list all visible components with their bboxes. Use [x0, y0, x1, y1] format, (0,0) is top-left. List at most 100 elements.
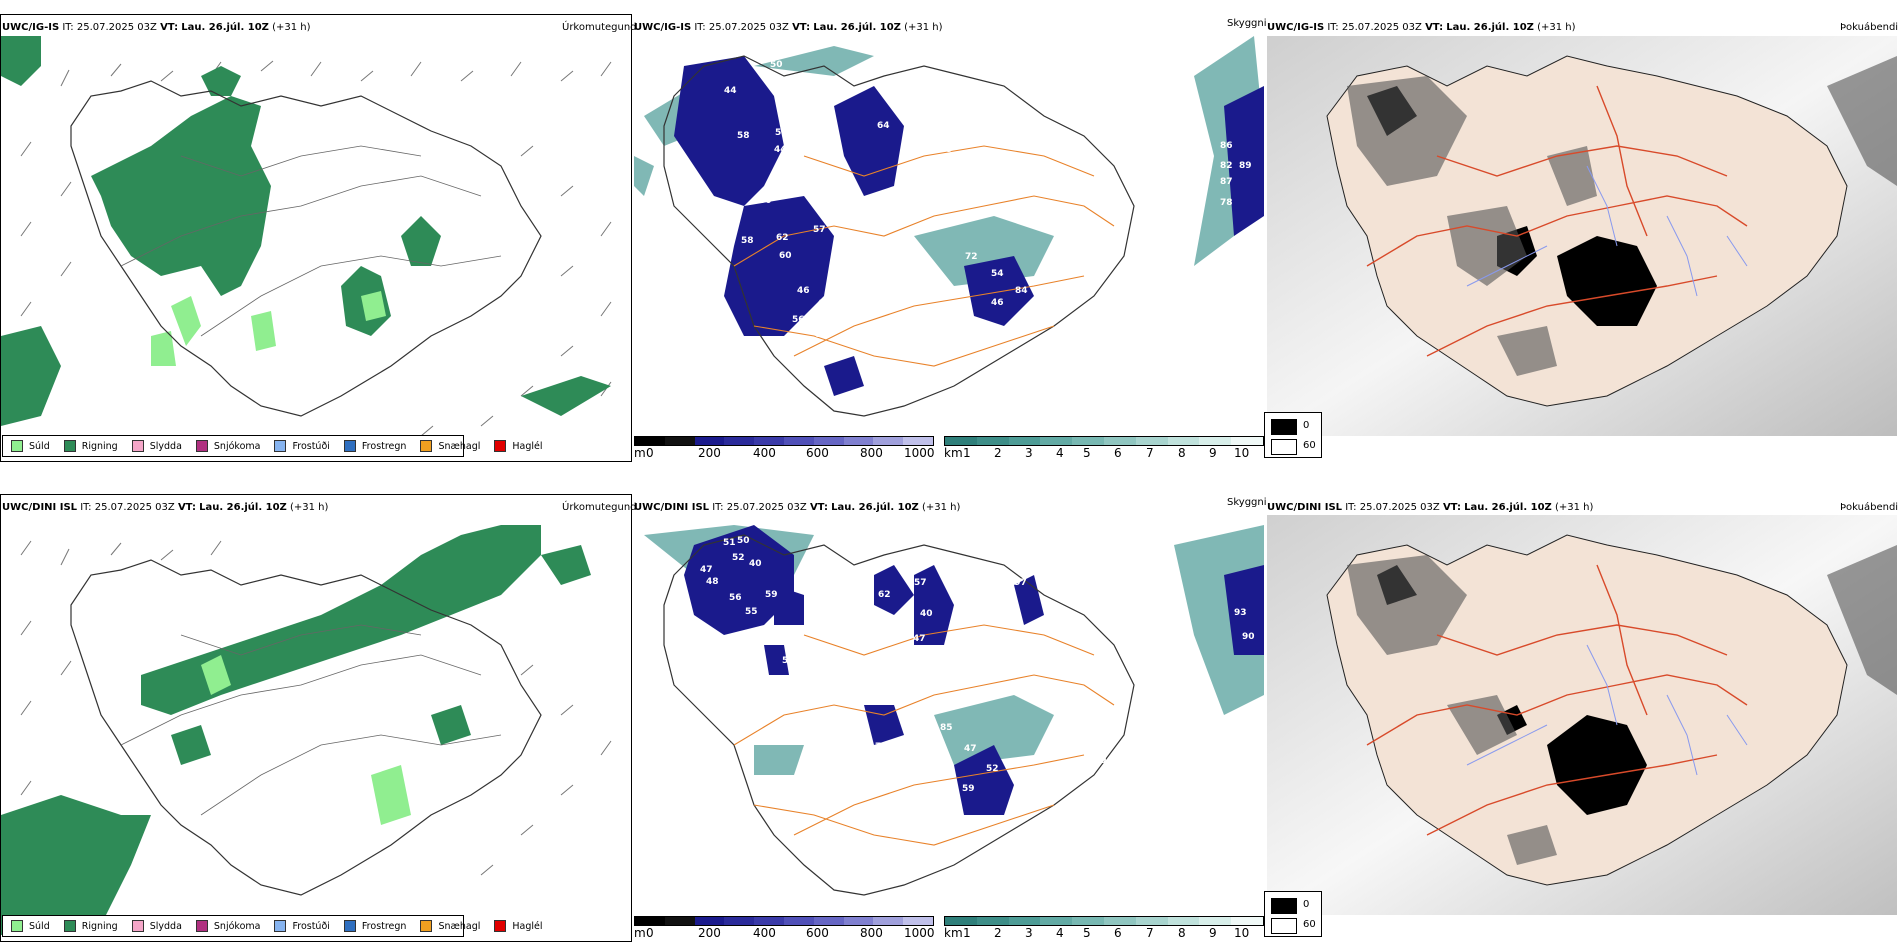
it-value: 25.07.2025 03Z	[1341, 22, 1422, 33]
legend-item: Slydda	[131, 920, 182, 932]
it-value: 25.07.2025 03Z	[76, 22, 157, 33]
it-label: IT:	[62, 22, 74, 33]
legend-item: Frostúði	[274, 440, 330, 452]
elevation-tick: 400	[753, 446, 776, 460]
model-name: UWC/DINI ISL	[1267, 502, 1343, 513]
visibility-tick: 3	[1025, 446, 1033, 460]
svg-text:44: 44	[870, 393, 883, 403]
svg-text:49: 49	[940, 145, 953, 155]
fog-low-label: 60	[1303, 919, 1316, 930]
svg-text:80: 80	[880, 220, 893, 230]
svg-text:92: 92	[797, 340, 810, 350]
svg-text:34: 34	[831, 286, 844, 296]
hail-swatch	[494, 440, 507, 452]
svg-text:82: 82	[815, 330, 828, 340]
elevation-unit: m	[634, 926, 646, 940]
svg-text:44: 44	[774, 145, 787, 155]
it-label: IT:	[1345, 502, 1357, 513]
svg-text:50: 50	[909, 148, 922, 158]
fog-legend-bottom: 0 60	[1264, 891, 1322, 937]
vt-value: Lau. 26.júl. 10Z	[1464, 502, 1552, 513]
freezing-drizzle-swatch	[274, 440, 287, 452]
fog-roads	[1366, 564, 1748, 836]
svg-text:497: 497	[1008, 578, 1027, 588]
elevation-tick: 1000	[904, 926, 935, 940]
vt-value: Lau. 26.júl. 10Z	[1446, 22, 1534, 33]
legend-label: Súld	[29, 440, 50, 452]
legend-item: Rigning	[63, 920, 118, 932]
precip-legend-bottom: Súld Rigning Slydda Snjókoma Frostúði Fr…	[2, 915, 543, 937]
it-label: IT:	[712, 502, 724, 513]
lead-time: (+31 h)	[289, 502, 329, 513]
iceland-outline	[70, 559, 542, 896]
it-value: 25.07.2025 03Z	[726, 502, 807, 513]
svg-text:50: 50	[759, 196, 772, 206]
svg-text:129: 129	[1046, 562, 1065, 572]
model-name: UWC/IG-IS	[2, 22, 60, 33]
elevation-tick: 1000	[904, 446, 935, 460]
svg-text:51: 51	[876, 381, 889, 391]
visibility-tick: 4	[1056, 926, 1064, 940]
legend-item: Snjókoma	[195, 920, 260, 932]
svg-text:40: 40	[920, 609, 933, 619]
freezing-rain-swatch	[343, 440, 356, 452]
map-precip-bottom	[1, 525, 612, 935]
visibility-unit: km	[944, 446, 963, 460]
legend-label: Snæhagl	[438, 440, 481, 452]
svg-text:50: 50	[890, 622, 903, 632]
svg-text:50: 50	[737, 536, 750, 546]
visibility-colorbar-bottom	[944, 916, 1264, 926]
fog-dark-area	[1377, 565, 1647, 815]
fog-land	[1326, 534, 1848, 886]
elevation-colorbar-top	[634, 436, 934, 446]
visibility-tick: 8	[1178, 446, 1186, 460]
title-fog-top: Þokuábendi	[1840, 22, 1899, 33]
freezing-drizzle-swatch	[274, 920, 287, 932]
svg-text:58: 58	[737, 131, 750, 141]
lead-time: (+31 h)	[1537, 22, 1576, 33]
map-fog-bottom	[1267, 515, 1897, 915]
vis-low-area	[674, 56, 1264, 396]
vt-label: VT:	[809, 502, 828, 513]
legend-item: Rigning	[63, 440, 118, 452]
header-fog-top: UWC/IG-IS IT: 25.07.2025 03Z VT: Lau. 26…	[1267, 22, 1576, 34]
vt-label: VT:	[792, 22, 811, 33]
legend-item: Haglél	[494, 920, 543, 932]
visibility-tick: 3	[1025, 926, 1033, 940]
it-label: IT:	[1327, 22, 1339, 33]
svg-text:62: 62	[776, 233, 789, 243]
snow-pellets-swatch	[420, 440, 433, 452]
elevation-tick: 400	[753, 926, 776, 940]
snow-swatch	[195, 920, 208, 932]
fog-dark-area	[1367, 86, 1657, 326]
rain-area	[1, 525, 591, 935]
wind-barbs	[20, 540, 612, 876]
legend-label: Haglél	[512, 920, 543, 932]
svg-text:90: 90	[1242, 632, 1255, 642]
drizzle-area	[201, 655, 411, 825]
svg-text:42: 42	[817, 299, 830, 309]
svg-text:72: 72	[875, 742, 888, 752]
lead-time: (+31 h)	[921, 502, 961, 513]
fog-low-label: 60	[1303, 440, 1316, 451]
elevation-tick: 200	[698, 926, 721, 940]
svg-text:62: 62	[878, 590, 891, 600]
visibility-tick: 6	[1114, 446, 1122, 460]
svg-text:52: 52	[986, 764, 999, 774]
legend-item: Frostregn	[343, 920, 406, 932]
visibility-tick: 5	[1083, 926, 1091, 940]
drizzle-swatch	[11, 440, 23, 452]
svg-text:52: 52	[732, 553, 745, 563]
fog-high-label: 0	[1303, 420, 1310, 431]
fog-high-label: 0	[1303, 899, 1310, 910]
elevation-tick: 800	[860, 926, 883, 940]
elevation-tick: 600	[806, 926, 829, 940]
legend-item: Snæhagl	[420, 920, 480, 932]
legend-label: Frostúði	[292, 920, 330, 932]
legend-item: Súld	[11, 440, 50, 452]
legend-label: Frostúði	[292, 440, 330, 452]
vt-label: VT:	[160, 22, 179, 33]
svg-text:50: 50	[770, 60, 783, 70]
visibility-tick: 9	[1209, 446, 1217, 460]
